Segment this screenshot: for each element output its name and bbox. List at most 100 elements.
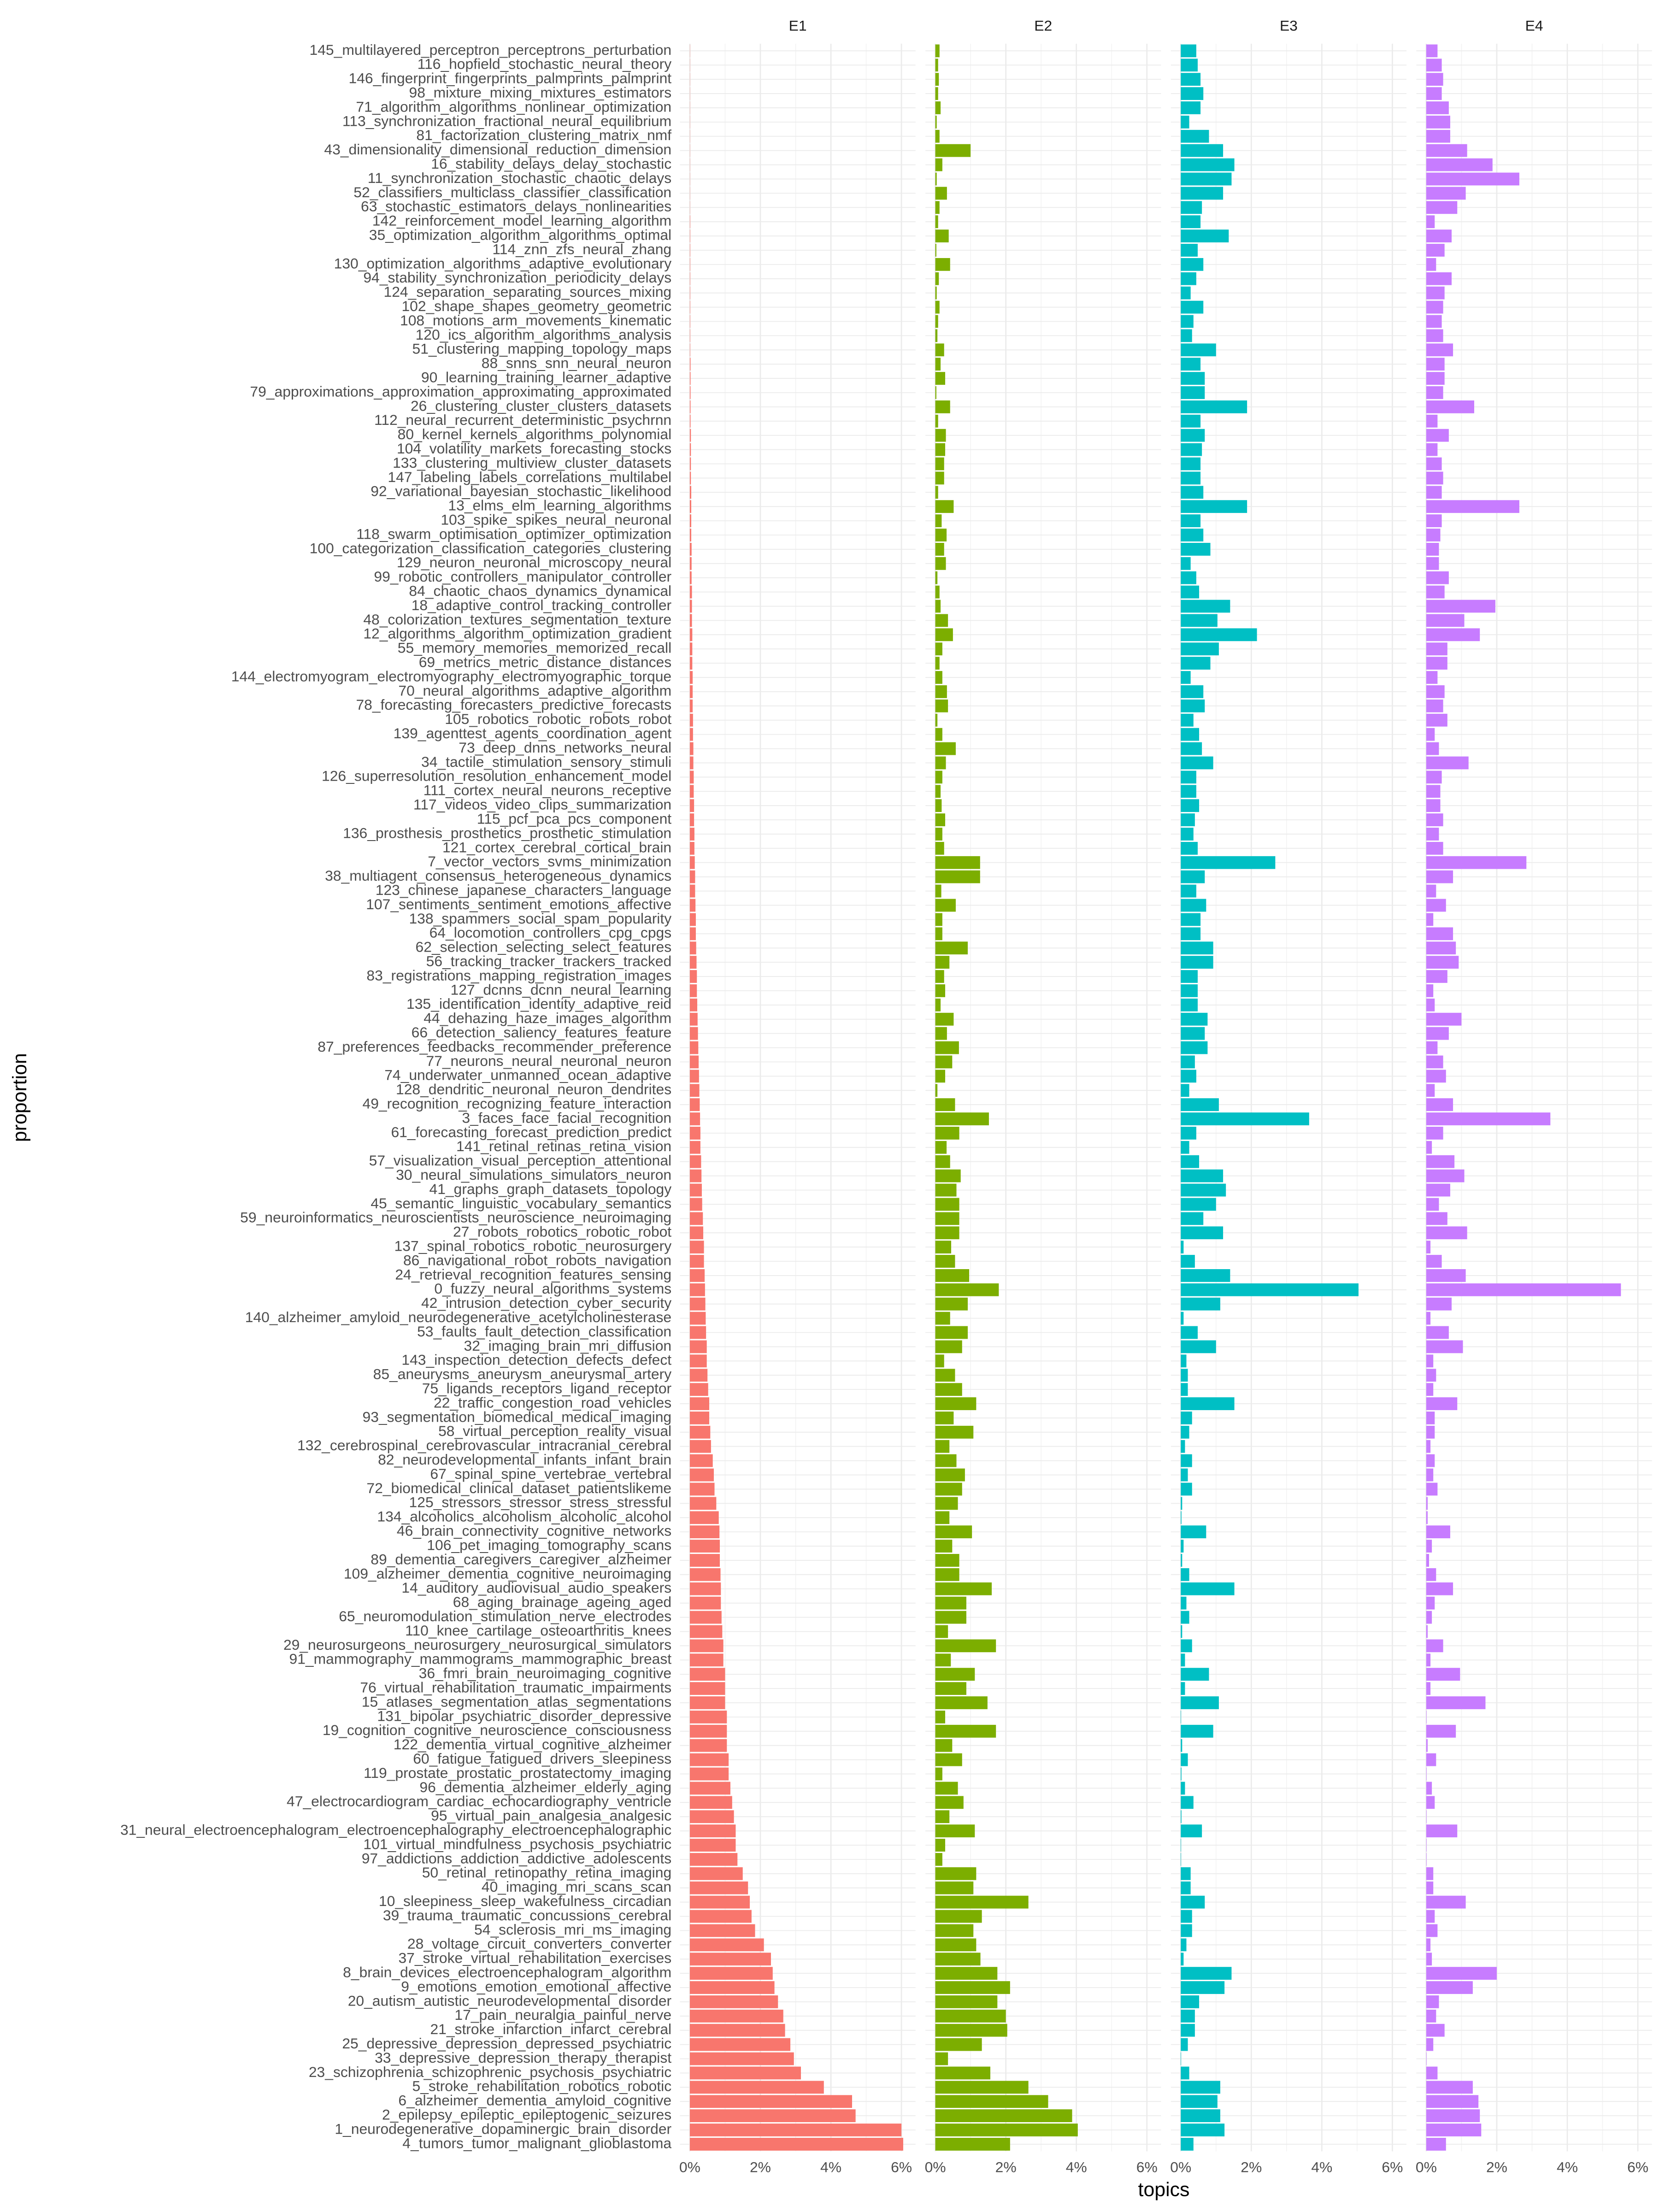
- x-tick-label: 2%: [995, 2159, 1017, 2176]
- y-tick-label: 108_motions_arm_movements_kinematic: [400, 312, 671, 329]
- bar: [1181, 1198, 1216, 1211]
- bar: [1426, 628, 1480, 641]
- bar: [1181, 158, 1235, 171]
- bar: [689, 372, 691, 385]
- y-tick-label: 25_depressive_depression_depressed_psych…: [342, 2035, 671, 2052]
- bar: [1181, 899, 1206, 912]
- bar: [935, 1369, 955, 1382]
- y-tick-label: 88_snns_snn_neural_neuron: [482, 355, 671, 371]
- bar: [689, 1354, 707, 1368]
- y-tick-label: 116_hopfield_stochastic_neural_theory: [418, 56, 672, 72]
- bar: [1426, 742, 1439, 755]
- y-tick-label: 49_recognition_recognizing_feature_inter…: [363, 1095, 672, 1112]
- bar: [689, 1924, 755, 1937]
- y-tick-label: 91_mammography_mammograms_mammographic_b…: [289, 1651, 672, 1667]
- bar: [1426, 828, 1439, 841]
- bar: [1181, 429, 1205, 442]
- bar: [1426, 1582, 1453, 1595]
- bar: [1181, 1354, 1187, 1368]
- y-tick-label: 50_retinal_retinopathy_retina_imaging: [422, 1864, 671, 1881]
- bar: [689, 856, 695, 869]
- bar: [935, 1682, 966, 1695]
- bar: [1181, 2066, 1189, 2080]
- bar: [935, 884, 941, 898]
- bar: [689, 1027, 698, 1040]
- bar: [1426, 258, 1436, 271]
- bar: [1181, 1241, 1184, 1254]
- bar: [689, 414, 691, 428]
- bar: [1181, 927, 1201, 941]
- bar: [1426, 59, 1442, 72]
- bar: [935, 1098, 955, 1111]
- bar: [935, 1169, 961, 1182]
- bar: [1181, 1782, 1185, 1795]
- bar: [1426, 600, 1495, 613]
- bar: [1426, 1297, 1452, 1311]
- x-tick-label: 2%: [1486, 2159, 1507, 2176]
- bar: [1426, 73, 1443, 86]
- bar: [1426, 1255, 1442, 1268]
- bar: [1426, 2124, 1482, 2136]
- bar: [935, 1283, 999, 1296]
- bar: [1426, 1953, 1432, 1966]
- bar: [935, 1639, 996, 1653]
- y-tick-label: 136_prosthesis_prosthetics_prosthetic_st…: [343, 824, 671, 841]
- bar: [1426, 1625, 1428, 1638]
- bar: [689, 998, 698, 1012]
- bar: [935, 1796, 964, 1809]
- y-tick-label: 66_detection_saliency_features_feature: [412, 1024, 671, 1041]
- bar: [1426, 557, 1439, 570]
- bar: [1426, 1241, 1431, 1254]
- y-tick-label: 144_electromyogram_electromyography_elec…: [231, 668, 671, 684]
- y-tick-label: 115_pcf_pca_pcs_component: [477, 810, 671, 827]
- bar: [935, 1525, 972, 1539]
- bar: [689, 1639, 724, 1653]
- y-tick-label: 71_algorithm_algorithms_nonlinear_optimi…: [356, 98, 671, 115]
- bar: [935, 1397, 977, 1410]
- y-tick-label: 90_learning_training_learner_adaptive: [421, 369, 671, 385]
- bar: [935, 1212, 959, 1225]
- bar: [1426, 300, 1443, 314]
- bar: [935, 2009, 1006, 2023]
- bar: [935, 2081, 1029, 2094]
- bar: [1181, 87, 1204, 100]
- bar: [1426, 1198, 1439, 1211]
- y-tick-label: 101_virtual_mindfulness_psychosis_psychi…: [363, 1835, 671, 1852]
- bar: [935, 457, 944, 471]
- bar: [935, 2024, 1007, 2037]
- bar: [935, 742, 956, 755]
- bar: [935, 1084, 938, 1097]
- bar: [1181, 998, 1198, 1012]
- bar: [689, 1810, 734, 1824]
- bar: [935, 215, 938, 229]
- bar: [689, 1582, 721, 1595]
- bar: [935, 1012, 954, 1026]
- bar: [1181, 1098, 1219, 1111]
- bar: [689, 614, 692, 627]
- bar: [689, 1710, 727, 1724]
- bar: [689, 1012, 698, 1026]
- y-tick-label: 9_emotions_emotion_emotional_affective: [401, 1978, 671, 1994]
- bar: [1181, 187, 1224, 200]
- bar: [1181, 2038, 1188, 2051]
- bar: [1426, 1653, 1431, 1667]
- bar: [689, 1995, 778, 2008]
- bar: [935, 73, 939, 86]
- bar: [935, 329, 938, 342]
- bar: [1181, 1397, 1235, 1410]
- y-tick-label: 36_fmri_brain_neuroimaging_cognitive: [419, 1665, 671, 1682]
- y-tick-label: 120_ics_algorithm_algorithms_analysis: [416, 326, 672, 343]
- bar: [1181, 2124, 1225, 2136]
- bar: [1426, 1340, 1463, 1353]
- bar: [1181, 1126, 1196, 1140]
- bar: [1426, 1995, 1439, 2008]
- bar: [935, 400, 950, 413]
- bar: [1181, 115, 1189, 129]
- bar: [935, 628, 953, 641]
- y-tick-label: 11_synchronization_stochastic_chaotic_de…: [368, 170, 671, 186]
- bar: [689, 1782, 730, 1795]
- bar: [1181, 1383, 1188, 1396]
- bar: [935, 1753, 962, 1766]
- x-tick-label: 0%: [925, 2159, 946, 2176]
- y-tick-label: 5_stroke_rehabilitation_robotics_robotic: [412, 2078, 672, 2094]
